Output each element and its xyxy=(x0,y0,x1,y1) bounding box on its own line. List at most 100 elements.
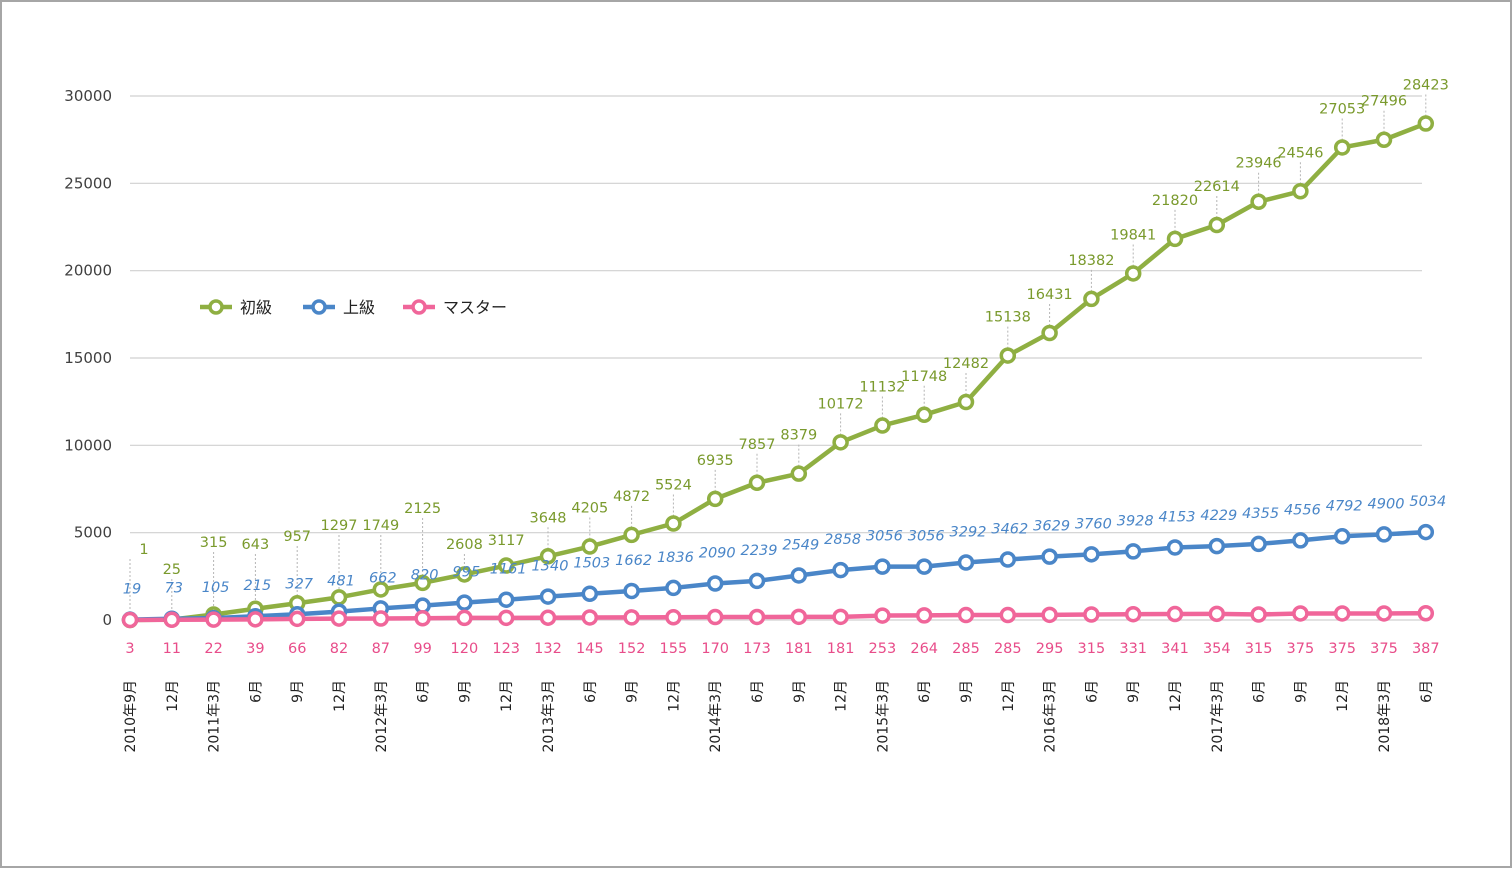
legend-item: 初級 xyxy=(200,298,272,317)
data-point xyxy=(1292,605,1309,622)
data-point xyxy=(372,610,390,627)
data-point xyxy=(832,561,849,579)
data-label: 3117 xyxy=(488,533,525,549)
data-point xyxy=(999,606,1017,624)
data-point xyxy=(1250,606,1267,623)
data-label: 28423 xyxy=(1403,78,1449,94)
data-label: 105 xyxy=(202,580,230,596)
data-point xyxy=(1333,528,1351,545)
data-label: 1749 xyxy=(362,518,399,534)
data-label: 82 xyxy=(330,641,348,657)
data-label: 1 xyxy=(139,542,148,558)
data-label: 3292 xyxy=(950,524,987,540)
data-point xyxy=(706,490,724,508)
data-label: 957 xyxy=(283,529,311,545)
data-point xyxy=(1375,526,1393,543)
data-label: 215 xyxy=(244,578,272,594)
legend: 初級 上級 マスター xyxy=(200,298,507,317)
data-label: 12482 xyxy=(943,356,989,372)
data-point xyxy=(1208,537,1226,555)
data-point xyxy=(874,558,891,575)
x-tick-label: 12月 xyxy=(499,680,515,712)
data-point xyxy=(1417,115,1435,132)
x-tick-label: 6月 xyxy=(416,680,432,703)
x-tick-label: 12月 xyxy=(1168,680,1184,712)
data-point xyxy=(456,566,473,583)
data-label: 4792 xyxy=(1326,498,1363,514)
data-point xyxy=(1166,230,1184,248)
data-label: 2608 xyxy=(446,537,483,553)
data-point xyxy=(414,610,431,627)
data-label: 5034 xyxy=(1409,494,1446,510)
data-label: 27496 xyxy=(1361,94,1407,110)
data-label: 39 xyxy=(246,641,264,657)
x-tick-label: 9月 xyxy=(625,680,641,703)
data-point xyxy=(874,607,891,624)
x-tick-label: 2014年3月 xyxy=(708,680,724,753)
data-label: 22614 xyxy=(1194,179,1240,195)
x-axis: 2010年9月 12月 2011年3月 6月 9月 12月 2012年3月 6月 9月 12月 20… xyxy=(123,680,1435,753)
x-tick-label: 6月 xyxy=(917,680,933,703)
data-label: 16431 xyxy=(1027,287,1073,303)
data-label: 87 xyxy=(372,641,390,657)
data-point xyxy=(330,610,348,627)
x-tick-label: 2017年3月 xyxy=(1210,680,1226,753)
data-point xyxy=(706,608,724,626)
data-label: 11 xyxy=(163,641,181,657)
data-point xyxy=(1208,605,1226,623)
data-point xyxy=(1417,604,1435,622)
data-point xyxy=(414,574,431,592)
data-point xyxy=(957,606,975,624)
data-label: 375 xyxy=(1328,641,1356,657)
data-label: 19 xyxy=(123,582,141,598)
y-tick-label: 0 xyxy=(102,611,112,629)
x-tick-label: 2016年3月 xyxy=(1043,680,1059,753)
data-point xyxy=(163,611,181,629)
data-label: 181 xyxy=(827,641,855,657)
data-label: 3760 xyxy=(1075,516,1112,532)
data-label: 354 xyxy=(1203,641,1231,657)
data-point xyxy=(874,417,891,434)
data-label: 995 xyxy=(453,565,481,581)
data-point xyxy=(1375,131,1393,148)
data-point xyxy=(999,551,1017,568)
data-label: 170 xyxy=(701,641,729,657)
y-tick-label: 30000 xyxy=(64,87,112,105)
data-point xyxy=(581,538,599,555)
x-tick-label: 9月 xyxy=(457,680,473,703)
data-label: 4355 xyxy=(1242,506,1279,522)
legend-swatch-marker xyxy=(411,299,427,315)
data-point xyxy=(915,406,933,424)
data-point xyxy=(1041,324,1058,342)
x-tick-label: 9月 xyxy=(290,680,306,703)
data-label: 18382 xyxy=(1068,253,1114,269)
gridlines xyxy=(130,95,1422,621)
x-tick-label: 12月 xyxy=(165,680,181,712)
data-label: 152 xyxy=(618,641,646,657)
data-point xyxy=(1417,523,1435,541)
data-point xyxy=(1166,605,1184,623)
data-point xyxy=(1166,539,1184,556)
x-tick-label: 9月 xyxy=(1126,680,1142,703)
x-tick-label: 6月 xyxy=(1252,680,1268,703)
data-label: 315 xyxy=(1245,641,1273,657)
x-tick-label: 12月 xyxy=(666,680,682,712)
data-point xyxy=(623,526,640,544)
data-label: 21820 xyxy=(1152,193,1198,209)
data-point xyxy=(1375,605,1393,622)
data-labels: 1 25 315 643 957 1297 1749 2125 2608 3117 36484205… xyxy=(123,78,1449,657)
data-label: 253 xyxy=(869,641,897,657)
data-label: 1297 xyxy=(321,518,358,534)
data-label: 145 xyxy=(576,641,604,657)
data-point xyxy=(581,609,599,626)
data-point xyxy=(748,608,766,626)
data-label: 1161 xyxy=(490,562,527,578)
series-line xyxy=(127,529,1429,622)
x-tick-label: 6月 xyxy=(248,680,264,703)
data-point xyxy=(1083,606,1100,623)
legend-label: マスター xyxy=(443,298,507,317)
series-lines xyxy=(121,115,1435,629)
data-label: 327 xyxy=(285,576,313,592)
y-tick-label: 20000 xyxy=(64,262,112,280)
data-point xyxy=(539,588,557,605)
